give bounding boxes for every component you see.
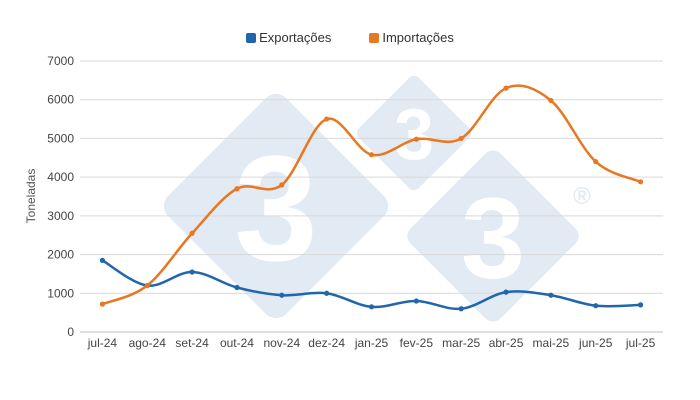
x-tick-label: jan-25 bbox=[354, 336, 389, 350]
data-point[interactable] bbox=[548, 292, 554, 298]
exportacoes-swatch-icon bbox=[246, 32, 257, 43]
data-point[interactable] bbox=[413, 298, 419, 304]
data-point[interactable] bbox=[99, 257, 106, 263]
watermark-diamond-icon: 3 bbox=[163, 93, 389, 319]
data-point[interactable] bbox=[279, 182, 285, 188]
data-point[interactable] bbox=[458, 135, 464, 142]
y-tick-label: 1000 bbox=[47, 286, 74, 300]
x-tick-label: mai-25 bbox=[533, 336, 570, 350]
legend-label-exportacoes: Exportações bbox=[259, 30, 332, 45]
legend-item-importacoes[interactable]: Importações bbox=[369, 30, 454, 45]
x-tick-label: jul-25 bbox=[625, 336, 656, 350]
x-tick-label: dez-24 bbox=[308, 336, 345, 350]
data-point[interactable] bbox=[99, 301, 106, 307]
y-tick-label: 5000 bbox=[47, 131, 74, 145]
data-point[interactable] bbox=[234, 284, 240, 291]
data-point[interactable] bbox=[593, 303, 599, 309]
svg-text:3: 3 bbox=[461, 174, 525, 302]
chart-legend: Exportações Importações bbox=[0, 30, 700, 45]
watermark-logo: 3 33 ® bbox=[163, 75, 591, 322]
y-tick-label: 7000 bbox=[47, 54, 74, 68]
data-point[interactable] bbox=[189, 269, 195, 275]
data-point[interactable] bbox=[234, 186, 240, 192]
registered-mark-icon: ® bbox=[573, 183, 591, 210]
data-point[interactable] bbox=[503, 85, 509, 91]
data-point[interactable] bbox=[324, 116, 330, 122]
data-point[interactable] bbox=[413, 136, 419, 142]
data-point[interactable] bbox=[637, 179, 644, 185]
data-series bbox=[99, 84, 644, 312]
x-tick-label: jun-25 bbox=[578, 336, 613, 350]
data-point[interactable] bbox=[637, 302, 644, 308]
data-point[interactable] bbox=[548, 97, 554, 104]
data-point[interactable] bbox=[368, 152, 375, 158]
x-tick-label: mar-25 bbox=[442, 336, 480, 350]
gridlines bbox=[80, 60, 663, 333]
data-point[interactable] bbox=[189, 230, 195, 236]
series-exportacoes bbox=[99, 257, 644, 312]
y-tick-label: 3000 bbox=[47, 209, 74, 223]
y-tick-label: 2000 bbox=[47, 248, 74, 262]
y-tick-label: 0 bbox=[67, 325, 74, 339]
data-point[interactable] bbox=[279, 292, 285, 298]
watermark-diamond-icon: 3 bbox=[407, 150, 579, 322]
x-tick-label: fev-25 bbox=[400, 336, 434, 350]
x-tick-label: out-24 bbox=[220, 336, 254, 350]
data-point[interactable] bbox=[144, 282, 150, 289]
series-importacoes bbox=[99, 84, 644, 307]
data-point[interactable] bbox=[458, 306, 464, 312]
y-tick-label: 6000 bbox=[47, 93, 74, 107]
importacoes-swatch-icon bbox=[369, 32, 380, 43]
x-tick-label: ago-24 bbox=[129, 336, 167, 350]
data-point[interactable] bbox=[503, 289, 509, 295]
y-axis-title: Toneladas bbox=[24, 169, 38, 224]
x-axis: jul-24 ago-24 set-24 out-24 nov-24 dez-24 jan-… bbox=[87, 336, 656, 350]
x-tick-label: jul-24 bbox=[87, 336, 118, 350]
legend-label-importacoes: Importações bbox=[382, 30, 454, 45]
legend-item-exportacoes[interactable]: Exportações bbox=[246, 30, 331, 45]
x-tick-label: nov-24 bbox=[263, 336, 300, 350]
y-axis: 0 1000 2000 3000 4000 5000 6000 7000 bbox=[47, 54, 74, 339]
data-point[interactable] bbox=[324, 290, 330, 296]
svg-text:3: 3 bbox=[394, 95, 434, 175]
x-tick-label: abr-25 bbox=[489, 336, 524, 350]
x-tick-label: set-24 bbox=[175, 336, 209, 350]
y-tick-label: 4000 bbox=[47, 170, 74, 184]
watermark-diamond-icon: 3 bbox=[356, 75, 472, 191]
data-point[interactable] bbox=[593, 159, 599, 165]
data-point[interactable] bbox=[368, 304, 375, 310]
